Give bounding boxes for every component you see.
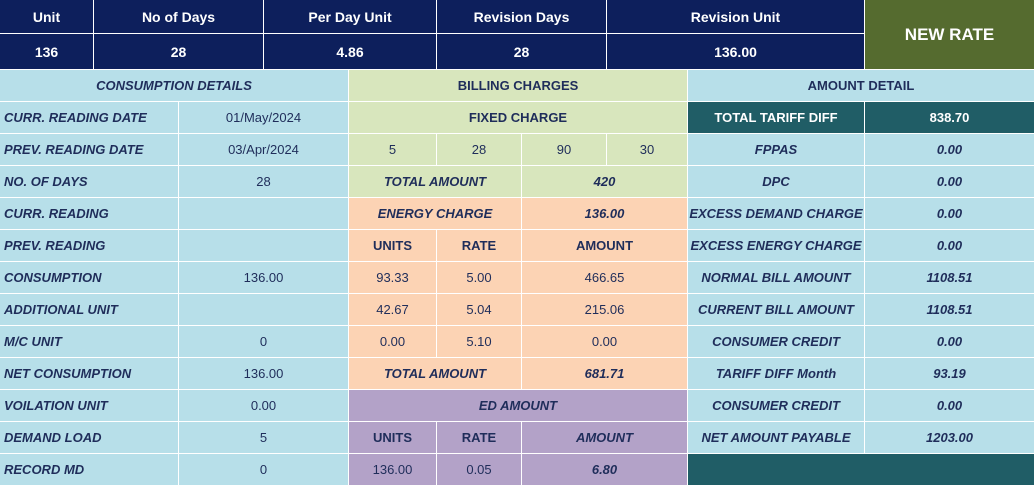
header-label-unit: Unit [0, 0, 94, 34]
amount-row-value[interactable]: 0.00 [865, 390, 1035, 422]
ed-rate-value[interactable]: 0.05 [437, 454, 522, 486]
energy-total-label: TOTAL AMOUNT [349, 358, 522, 390]
energy-amount-value[interactable]: 0.00 [522, 326, 688, 358]
fixed-charge-value[interactable]: 90 [522, 134, 607, 166]
ed-header-units: UNITS [349, 422, 437, 454]
amount-row-value[interactable]: 1108.51 [865, 294, 1035, 326]
amount-row-label: EXCESS DEMAND CHARGE [688, 198, 865, 230]
consumption-row-value[interactable]: 0.00 [179, 390, 349, 422]
amount-row-label: EXCESS ENERGY CHARGE [688, 230, 865, 262]
energy-rate-value[interactable]: 5.00 [437, 262, 522, 294]
ed-amount-value[interactable]: 6.80 [522, 454, 688, 486]
amount-row-value[interactable]: 0.00 [865, 326, 1035, 358]
energy-amount-value[interactable]: 466.65 [522, 262, 688, 294]
consumption-row-value[interactable]: 0 [179, 454, 349, 486]
fixed-charge-title: FIXED CHARGE [349, 102, 688, 134]
energy-amount-value[interactable]: 215.06 [522, 294, 688, 326]
amount-row-value[interactable]: 838.70 [865, 102, 1035, 134]
consumption-row-value[interactable] [179, 198, 349, 230]
consumption-row-label: PREV. READING DATE [0, 134, 179, 166]
consumption-row-value[interactable]: 28 [179, 166, 349, 198]
amount-detail-title: AMOUNT DETAIL [688, 70, 1035, 102]
header-value-revision-unit[interactable]: 136.00 [607, 34, 865, 70]
energy-rate-value[interactable]: 5.10 [437, 326, 522, 358]
amount-row-label: TOTAL TARIFF DIFF [688, 102, 865, 134]
fixed-charge-value[interactable]: 5 [349, 134, 437, 166]
consumption-row-value[interactable]: 136.00 [179, 358, 349, 390]
amount-row-label: CURRENT BILL AMOUNT [688, 294, 865, 326]
energy-header-amount: AMOUNT [522, 230, 688, 262]
consumption-row-label: CONSUMPTION [0, 262, 179, 294]
consumption-row-label: CURR. READING [0, 198, 179, 230]
consumption-row-value[interactable]: 136.00 [179, 262, 349, 294]
energy-total-value[interactable]: 681.71 [522, 358, 688, 390]
energy-units-value[interactable]: 42.67 [349, 294, 437, 326]
consumption-row-label: CURR. READING DATE [0, 102, 179, 134]
consumption-row-value[interactable]: 03/Apr/2024 [179, 134, 349, 166]
amount-row-value[interactable]: 93.19 [865, 358, 1035, 390]
consumption-details-title: CONSUMPTION DETAILS [0, 70, 349, 102]
ed-units-value[interactable]: 136.00 [349, 454, 437, 486]
energy-charge-value[interactable]: 136.00 [522, 198, 688, 230]
header-value-days[interactable]: 28 [94, 34, 264, 70]
amount-row-value[interactable]: 0.00 [865, 230, 1035, 262]
amount-row-value[interactable]: 1203.00 [865, 422, 1035, 454]
amount-row-value[interactable]: 0.00 [865, 198, 1035, 230]
energy-rate-value[interactable]: 5.04 [437, 294, 522, 326]
consumption-row-value[interactable]: 0 [179, 326, 349, 358]
header-label-per-day-unit: Per Day Unit [264, 0, 437, 34]
consumption-row-value[interactable]: 5 [179, 422, 349, 454]
fixed-total-value[interactable]: 420 [522, 166, 688, 198]
header-label-revision-days: Revision Days [437, 0, 607, 34]
fixed-charge-value[interactable]: 30 [607, 134, 688, 166]
amount-row-label: DPC [688, 166, 865, 198]
consumption-row-value[interactable] [179, 230, 349, 262]
ed-header-amount: AMOUNT [522, 422, 688, 454]
consumption-row-label: DEMAND LOAD [0, 422, 179, 454]
consumption-row-label: PREV. READING [0, 230, 179, 262]
amount-row-label: TARIFF DIFF Month [688, 358, 865, 390]
consumption-row-label: RECORD MD [0, 454, 179, 486]
ed-header-rate: RATE [437, 422, 522, 454]
amount-row-value[interactable]: 1108.51 [865, 262, 1035, 294]
amount-row-label: FPPAS [688, 134, 865, 166]
consumption-row-label: M/C UNIT [0, 326, 179, 358]
amount-row-label: CONSUMER CREDIT [688, 390, 865, 422]
amount-row-value[interactable]: 0.00 [865, 166, 1035, 198]
energy-units-value[interactable]: 0.00 [349, 326, 437, 358]
new-rate-button[interactable]: NEW RATE [865, 0, 1035, 70]
consumption-row-label: ADDITIONAL UNIT [0, 294, 179, 326]
amount-row-label: NET AMOUNT PAYABLE [688, 422, 865, 454]
consumption-row-label: NET CONSUMPTION [0, 358, 179, 390]
consumption-row-label: VOILATION UNIT [0, 390, 179, 422]
energy-header-rate: RATE [437, 230, 522, 262]
amount-row-label: CONSUMER CREDIT [688, 326, 865, 358]
fixed-total-label: TOTAL AMOUNT [349, 166, 522, 198]
header-value-per-day-unit[interactable]: 4.86 [264, 34, 437, 70]
amount-detail-footer [688, 454, 1035, 486]
consumption-row-value[interactable] [179, 294, 349, 326]
header-label-revision-unit: Revision Unit [607, 0, 865, 34]
energy-charge-label: ENERGY CHARGE [349, 198, 522, 230]
header-value-unit[interactable]: 136 [0, 34, 94, 70]
header-value-revision-days[interactable]: 28 [437, 34, 607, 70]
energy-header-units: UNITS [349, 230, 437, 262]
energy-units-value[interactable]: 93.33 [349, 262, 437, 294]
billing-charges-title: BILLING CHARGES [349, 70, 688, 102]
amount-row-value[interactable]: 0.00 [865, 134, 1035, 166]
consumption-row-label: NO. OF DAYS [0, 166, 179, 198]
consumption-row-value[interactable]: 01/May/2024 [179, 102, 349, 134]
fixed-charge-value[interactable]: 28 [437, 134, 522, 166]
ed-amount-title: ED AMOUNT [349, 390, 688, 422]
amount-row-label: NORMAL BILL AMOUNT [688, 262, 865, 294]
header-label-days: No of Days [94, 0, 264, 34]
